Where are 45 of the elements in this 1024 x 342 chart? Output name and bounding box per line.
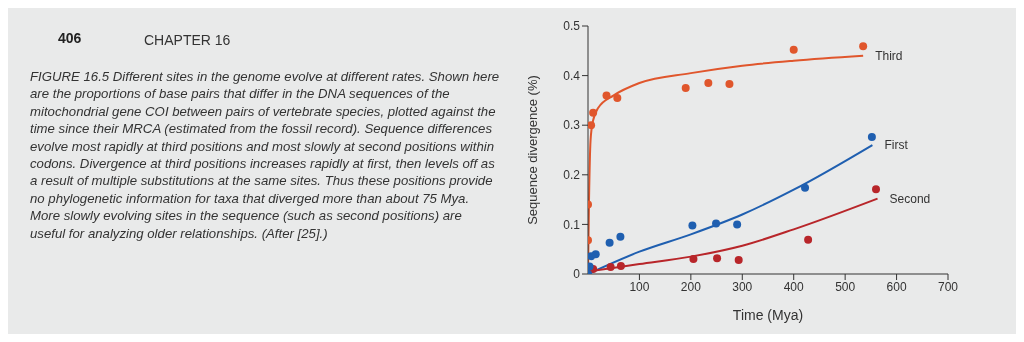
x-axis-title: Time (Mya) — [732, 307, 804, 323]
y-tick-label: 0 — [573, 267, 581, 282]
point — [616, 262, 625, 271]
point — [605, 238, 614, 247]
point — [804, 235, 813, 244]
series-label: First — [884, 138, 909, 153]
y-tick-label: 0.4 — [563, 68, 581, 83]
point — [713, 254, 722, 263]
series-label: Third — [875, 48, 903, 63]
point — [725, 80, 734, 89]
x-tick-label: 700 — [937, 279, 959, 294]
point — [588, 121, 596, 130]
y-tick-label: 0.1 — [563, 217, 581, 232]
x-tick-label: 200 — [680, 279, 702, 294]
point — [867, 133, 876, 142]
point — [789, 45, 798, 54]
point — [688, 221, 697, 230]
point — [733, 220, 742, 229]
point — [591, 250, 600, 259]
point — [613, 93, 622, 102]
x-tick-label: 400 — [783, 279, 805, 294]
point — [681, 84, 690, 92]
point — [606, 263, 615, 272]
x-tick-label: 100 — [629, 279, 650, 294]
point — [801, 183, 810, 192]
x-tick-label: 600 — [886, 279, 907, 294]
y-tick-label: 0.2 — [563, 168, 581, 183]
point — [616, 232, 625, 241]
point — [602, 91, 611, 100]
text: 406 — [58, 30, 82, 46]
point — [872, 185, 880, 194]
point — [859, 42, 868, 51]
point — [704, 79, 713, 88]
x-tick-label: 300 — [732, 279, 753, 294]
point — [589, 108, 598, 117]
text: CHAPTER 16 — [144, 32, 231, 48]
point — [734, 256, 743, 265]
series-label: Second — [889, 191, 931, 206]
y-axis-title: Sequence divergence (%) — [524, 75, 540, 225]
point — [712, 219, 721, 228]
y-tick-label: 0.3 — [563, 118, 581, 133]
x-tick-label: 500 — [835, 279, 856, 294]
point — [689, 255, 698, 264]
y-tick-label: 0.5 — [563, 19, 581, 34]
text: FIGURE 16.5 Different sites in the genome evolve at different rates. Shown here are the proportions of base pairs that differ in the DNA sequences of the mitochondrial gene COI between pairs of vertebrate species, plotted against the time since their MRCA (estimated from the fossil record). Sequence differences evolve most rapidly at third positions and most slowly at second positions within codons. Divergence at third positions increases rapidly at first, then levels off as a result of multiple substitutions at the same sites. Thus these positions provide no phylogenetic information for taxa that diverged more than about 75 Mya. More slowly evolving sites in the sequence (such as second positions) are useful for analyzing older relationships. (After [25].) — [30, 69, 500, 241]
